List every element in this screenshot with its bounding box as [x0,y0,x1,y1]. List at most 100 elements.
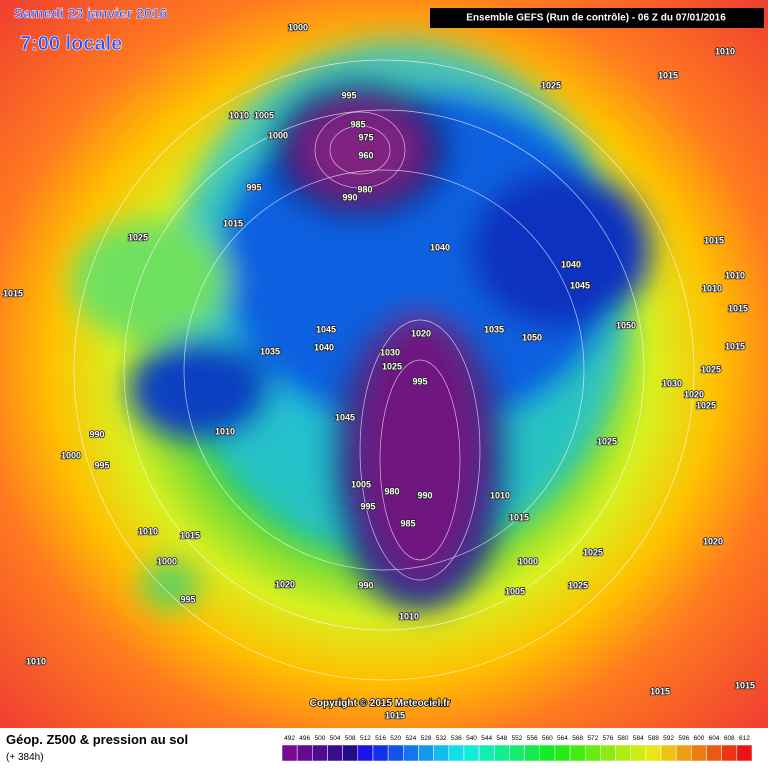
scale-swatch [615,744,631,762]
scale-swatch [478,744,495,762]
isobar-label: 985 [400,518,415,528]
copyright: Copyright © 2015 Meteociel.fr [310,698,451,709]
isobar-label: 1000 [157,556,177,566]
scale-swatch [387,744,404,762]
isobar-label: 1000 [288,22,308,32]
scale-swatch [600,744,616,762]
isobar-label: 1025 [541,80,561,90]
scale-label: 592 [663,735,674,742]
scale-swatch [418,744,434,762]
scale-swatch [372,744,389,762]
isobar-label: 1015 [385,710,405,720]
scale-label: 572 [587,735,598,742]
scale-label: 532 [436,735,447,742]
isobar-label: 1040 [314,342,334,352]
isobar-label: 1015 [3,288,23,298]
scale-swatch [691,744,707,762]
isobar-label: 1005 [254,110,274,120]
isobar-label: 1015 [728,303,748,313]
isobar-label: 995 [246,182,261,192]
isobar-label: 1015 [650,686,670,696]
scale-swatch [296,744,313,762]
scale-label: 560 [542,735,553,742]
isobar-label: 1030 [380,347,400,357]
scale-swatch [660,744,677,762]
scale-swatch [357,744,374,762]
isobar-label: 1010 [215,426,235,436]
isobar-label: 1045 [316,324,336,334]
isobar-label: 1015 [509,512,529,522]
scale-label: 596 [678,735,689,742]
isobar-label: 1015 [180,530,200,540]
isobar-label: 1025 [382,361,402,371]
isobar-label: 1000 [61,450,81,460]
isobar-label: 1015 [658,70,678,80]
isobar-label: 990 [417,490,432,500]
isobar-label: 990 [342,192,357,202]
isobar-label: 1020 [703,536,723,546]
isobar-label: 1015 [735,680,755,690]
isobar-label: 1050 [616,320,636,330]
height-field [70,40,650,610]
scale-label: 568 [572,735,583,742]
scale-label: 520 [390,735,401,742]
scale-label: 564 [557,735,568,742]
scale-label: 540 [466,735,477,742]
isobar-label: 1025 [583,547,603,557]
isobar-label: 1010 [715,46,735,56]
scale-label: 588 [648,735,659,742]
isobar-label: 1010 [26,656,46,666]
scale-label: 536 [451,735,462,742]
scale-label: 512 [360,735,371,742]
isobar-label: 1025 [568,580,588,590]
scale-swatch [584,744,601,762]
isobar-label: 1030 [662,378,682,388]
isobar-label: 1000 [518,556,538,566]
isobar-label: 995 [94,460,109,470]
isobar-label: 1025 [128,232,148,242]
isobar-label: 990 [89,429,104,439]
scale-label: 496 [299,735,310,742]
lead-time: (+ 384h) [6,752,44,763]
isobar-label: 975 [358,132,373,142]
scale-label: 504 [330,735,341,742]
scale-label: 544 [481,735,492,742]
scale-label: 576 [603,735,614,742]
scale-swatch [509,744,525,762]
scale-swatch [463,744,480,762]
scale-label: 500 [314,735,325,742]
isobar-label: 990 [358,580,373,590]
isobar-label: 1020 [411,328,431,338]
scale-label: 528 [421,735,432,742]
isobar-label: 1000 [268,130,288,140]
scale-swatch [448,744,465,762]
isobar-label: 1020 [275,579,295,589]
scale-swatch [342,744,359,762]
scale-swatch [281,744,298,762]
isobar-label: 995 [360,501,375,511]
isobar-label: 995 [341,90,356,100]
scale-swatch [312,744,328,762]
scale-swatch [433,744,450,762]
isobar-label: 1010 [399,611,419,621]
isobar-label: 1010 [725,270,745,280]
isobar-label: 1010 [138,526,158,536]
isobar-label: 960 [358,150,373,160]
scale-swatch [403,744,419,762]
footer-title: Géop. Z500 & pression au sol [6,732,188,747]
scale-label: 508 [345,735,356,742]
isobar-label: 985 [350,119,365,129]
isobar-label: 1010 [702,283,722,293]
isobar-label: 1045 [335,412,355,422]
isobar-label: 1010 [490,490,510,500]
isobar-label: 980 [357,184,372,194]
scale-label: 584 [633,735,644,742]
color-scale: 492 496 500 504 508 512 516 520 524 528 532 536 540 5… [281,735,753,762]
scale-swatch [675,744,692,762]
isobar-label: 1010 [229,110,249,120]
scale-swatch [539,744,556,762]
scale-label: 524 [405,735,416,742]
isobar-label: 995 [412,376,427,386]
scale-label: 600 [694,735,705,742]
